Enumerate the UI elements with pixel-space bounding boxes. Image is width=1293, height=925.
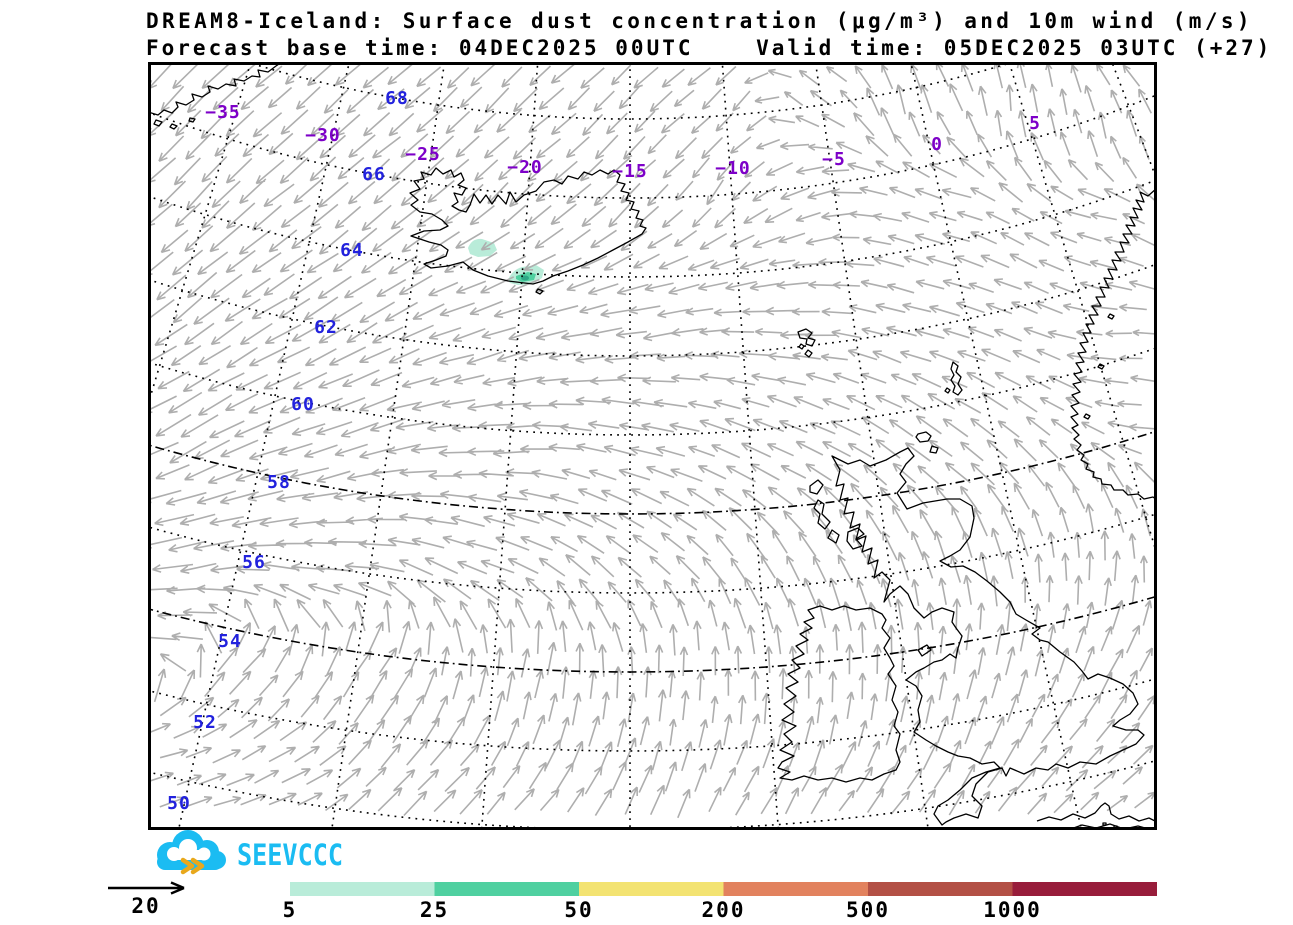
colorbar-segment — [290, 882, 435, 896]
colorbar-segment — [1012, 882, 1157, 896]
graticule-labels: −35 −30 −25 −20 −15 −10 −5 0 5 68 66 64 62 60 58 56 54 52… — [167, 88, 1041, 814]
latitude-label: 54 — [218, 631, 242, 652]
legend-canvas: 20 5 25 50 200 500 1000 — [108, 881, 1157, 922]
coast-norway — [1070, 187, 1157, 501]
colorbar-segment — [579, 882, 724, 896]
longitude-label: −25 — [405, 144, 441, 165]
longitude-label: −20 — [507, 157, 543, 178]
coast-orkney — [915, 431, 939, 454]
chart-title-block: DREAM8-Iceland: Surface dust concentrati… — [146, 8, 1272, 62]
coast-skye — [846, 527, 865, 550]
colorbar-threshold-label: 500 — [846, 898, 890, 922]
wind-arrow-field — [148, 62, 1157, 819]
map-border — [148, 62, 1157, 830]
latitude-label: 66 — [362, 164, 386, 185]
dust-region-peak-spot — [521, 275, 529, 281]
longitude-label: −5 — [822, 149, 846, 170]
graticule-dashdot-lines — [148, 430, 1157, 673]
latitude-label: 56 — [242, 552, 266, 573]
latitude-label: 52 — [193, 712, 217, 733]
coast-ireland — [777, 605, 901, 783]
graticule-dotted-lines — [148, 62, 1157, 830]
longitude-label: −30 — [305, 125, 341, 146]
latitude-label: 68 — [385, 88, 409, 109]
latitude-label: 58 — [267, 472, 291, 493]
coastlines — [148, 62, 1157, 830]
colorbar-labels: 5 25 50 200 500 1000 — [283, 898, 1042, 922]
logo-arrow-icon — [180, 857, 205, 875]
coast-norway-islets — [1083, 313, 1115, 420]
colorbar — [290, 882, 1157, 896]
colorbar-threshold-label: 1000 — [983, 898, 1042, 922]
coast-isle-of-man — [917, 644, 932, 657]
colorbar-threshold-label: 200 — [702, 898, 746, 922]
longitude-label: −10 — [715, 158, 751, 179]
coast-greenland — [148, 62, 283, 116]
latitude-label: 50 — [167, 793, 191, 814]
chart-title-line2: Forecast base time: 04DEC2025 00UTC Vali… — [146, 36, 1273, 60]
latitude-label: 62 — [314, 317, 338, 338]
wind-scale: 20 — [108, 881, 185, 918]
legend: 20 5 25 50 200 500 1000 — [0, 865, 1293, 925]
longitude-label: −35 — [205, 102, 241, 123]
coast-iceland — [409, 167, 647, 285]
coast-greenland-islets — [153, 117, 196, 130]
latitude-label: 60 — [291, 394, 315, 415]
colorbar-segment — [723, 882, 868, 896]
colorbar-segment — [434, 882, 579, 896]
colorbar-threshold-label: 50 — [564, 898, 593, 922]
coast-france-north — [1036, 802, 1157, 823]
coast-outer-hebrides — [809, 479, 840, 544]
longitude-label: 0 — [931, 134, 943, 155]
coast-great-britain — [831, 447, 1145, 826]
dust-concentration-regions — [468, 238, 544, 285]
coast-shetland — [944, 361, 963, 396]
wind-scale-arrow-icon — [108, 881, 185, 895]
coast-france-bottom — [1067, 823, 1153, 830]
seevccc-logo-canvas: SEEVCCC — [157, 830, 343, 875]
colorbar-threshold-label: 5 — [283, 898, 298, 922]
chart-title-line1: DREAM8-Iceland: Surface dust concentrati… — [146, 9, 1253, 33]
coast-vestmannaeyjar-islet — [535, 288, 544, 295]
seevccc-logo: SEEVCCC — [145, 830, 405, 882]
longitude-label: −15 — [612, 161, 648, 182]
latitude-label: 64 — [340, 240, 364, 261]
map-canvas: −35 −30 −25 −20 −15 −10 −5 0 5 68 66 64 62 60 58 56 54 52… — [148, 62, 1157, 830]
colorbar-threshold-label: 25 — [420, 898, 449, 922]
coast-faroe-islands — [797, 328, 816, 358]
forecast-map: −35 −30 −25 −20 −15 −10 −5 0 5 68 66 64 62 60 58 56 54 52… — [148, 62, 1157, 830]
longitude-label: 5 — [1029, 113, 1041, 134]
colorbar-segment — [868, 882, 1013, 896]
logo-text: SEEVCCC — [237, 838, 343, 872]
wind-scale-value: 20 — [131, 894, 160, 918]
